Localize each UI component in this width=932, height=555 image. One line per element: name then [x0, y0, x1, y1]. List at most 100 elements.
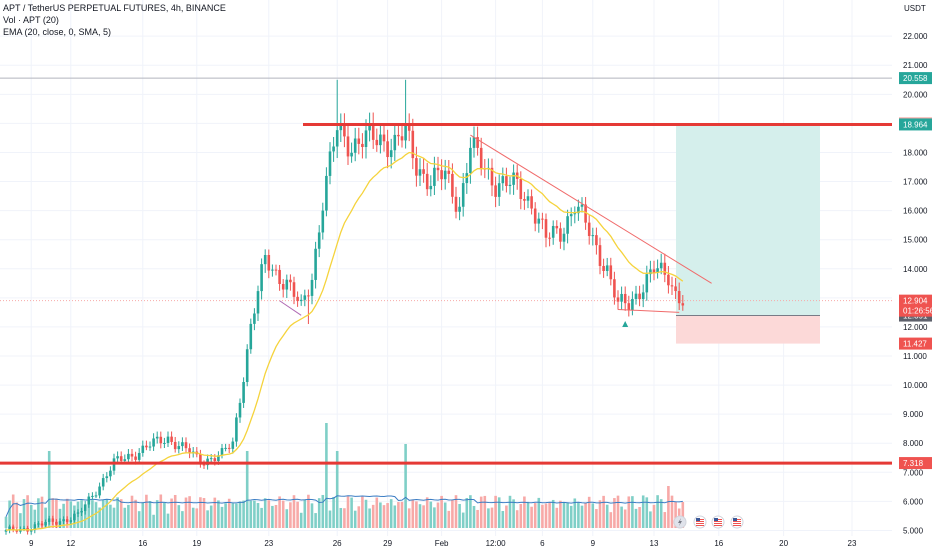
price-tick-label: 21.000 [903, 61, 928, 70]
candle-body [569, 214, 573, 217]
flag-stripe [696, 525, 704, 526]
volume-bar [595, 509, 598, 528]
candle-body [256, 291, 260, 314]
candle-body [447, 170, 451, 174]
candle-body [37, 523, 40, 525]
volume-bar [386, 503, 389, 528]
volume-bar [310, 503, 314, 528]
candle-body [76, 512, 80, 514]
volume-bar [389, 499, 393, 528]
resistance-price-label-bg [899, 118, 932, 131]
us-flag-icon[interactable] [693, 515, 707, 529]
candle-body [566, 216, 569, 234]
candle-body [407, 125, 411, 131]
resistance-price-label: 18.964 [903, 120, 928, 129]
candle-body [109, 470, 112, 477]
candle-body [548, 237, 551, 239]
candle-body [451, 173, 454, 197]
candle-body [631, 298, 634, 311]
volume-bar [548, 502, 551, 528]
volume-bar [94, 502, 98, 528]
candle-body [296, 296, 299, 302]
candle-body [350, 152, 353, 157]
candle-body [299, 299, 303, 302]
volume-bar [260, 507, 263, 528]
currency-label: USDT [904, 4, 926, 13]
ema-indicator-label[interactable]: EMA (20, close, 0, SMA, 5) [3, 27, 112, 37]
volume-bar [137, 511, 141, 528]
volume-bar [29, 504, 33, 528]
volume-bar [670, 495, 674, 528]
candle-body [670, 285, 674, 287]
candle-body [476, 137, 479, 148]
volume-bar [191, 507, 195, 528]
candle-body [80, 511, 83, 513]
volume-bar [523, 496, 526, 528]
candle-body [213, 458, 217, 461]
volume-bar [577, 502, 580, 528]
volume-bar [91, 500, 94, 528]
candle-body [602, 265, 605, 271]
candle-body [163, 442, 166, 444]
flag-canton [714, 518, 718, 521]
candle-body [577, 206, 580, 214]
candle-body [87, 496, 91, 505]
volume-indicator-label[interactable]: Vol · APT (20) [3, 15, 59, 25]
volume-bar [299, 512, 303, 528]
candle-body [530, 196, 533, 209]
candle-body [541, 218, 544, 220]
price-tick-label: 10.000 [903, 381, 928, 390]
volume-bar [296, 501, 299, 528]
candle-body [148, 446, 152, 448]
support-price-label: 7.318 [903, 459, 924, 468]
time-tick-label: 12 [66, 539, 75, 548]
volume-bar [206, 510, 209, 528]
volume-bar [15, 502, 19, 528]
volume-bar [69, 501, 73, 528]
symbol-title[interactable]: APT / TetherUS PERPETUAL FUTURES, 4h, BI… [3, 3, 226, 13]
us-flag-icon[interactable] [730, 515, 744, 529]
price-tick-label: 12.000 [903, 323, 928, 332]
candle-body [11, 526, 15, 530]
candle-body [512, 172, 515, 185]
candle-body [663, 262, 667, 275]
price-tick-label: 6.000 [903, 497, 924, 506]
volume-bar [173, 494, 177, 528]
candle-body [307, 295, 310, 297]
candle-body [278, 269, 281, 284]
volume-bar [202, 498, 206, 528]
volume-bar [184, 497, 188, 528]
candle-body [584, 204, 587, 223]
volume-bar [263, 498, 267, 528]
volume-bar [343, 508, 346, 528]
current-price-bg [899, 294, 932, 317]
candle-body [51, 518, 55, 522]
price-tick-label: 9.000 [903, 410, 924, 419]
volume-bar [145, 494, 148, 528]
candle-body [220, 448, 224, 456]
candle-body [667, 274, 670, 286]
candle-body [587, 222, 591, 237]
candle-body [152, 438, 155, 447]
volume-bar [587, 496, 591, 528]
candle-body [181, 442, 184, 447]
volume-bar [541, 504, 544, 528]
volume-bar [659, 499, 663, 528]
lightning-icon[interactable] [673, 515, 687, 529]
candle-body [116, 456, 119, 459]
candle-body [508, 184, 512, 186]
candle-body [281, 283, 285, 290]
volume-bar [267, 500, 271, 528]
candle-body [227, 447, 231, 449]
volume-bar [443, 502, 447, 528]
us-flag-icon[interactable] [711, 515, 725, 529]
candle-body [433, 167, 436, 186]
volume-bar [451, 500, 454, 528]
volume-bar [361, 496, 364, 528]
volume-bar [328, 510, 332, 528]
volume-bar [346, 496, 350, 528]
candle-body [83, 504, 87, 512]
candle-body [454, 196, 458, 212]
